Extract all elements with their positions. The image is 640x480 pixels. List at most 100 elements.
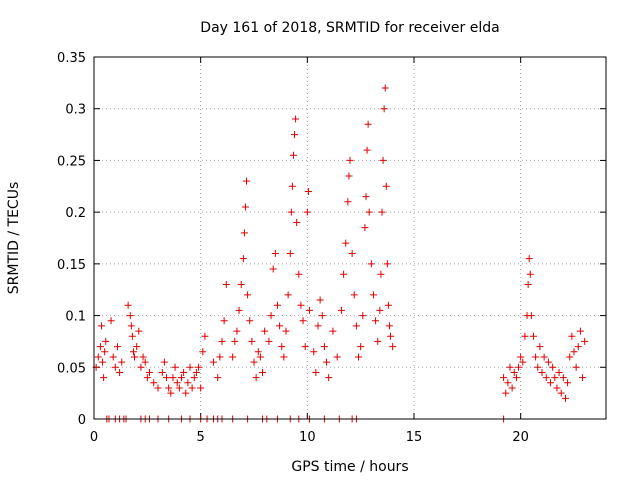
data-point: [376, 306, 384, 314]
data-point: [362, 193, 370, 201]
data-point: [231, 337, 239, 345]
data-point: [289, 151, 297, 159]
data-point: [94, 353, 102, 361]
data-point: [529, 332, 537, 340]
data-point: [500, 374, 508, 382]
data-point: [244, 291, 252, 299]
data-point: [209, 358, 217, 366]
data-point: [337, 306, 345, 314]
data-point: [126, 312, 134, 320]
data-point: [282, 327, 290, 335]
data-point: [301, 343, 309, 351]
data-point: [378, 208, 386, 216]
data-point: [527, 312, 535, 320]
data-point: [323, 358, 331, 366]
data-point: [273, 301, 281, 309]
data-point: [124, 301, 132, 309]
data-point: [254, 348, 262, 356]
data-point: [240, 229, 248, 237]
data-point: [502, 389, 510, 397]
data-point: [574, 343, 582, 351]
data-point: [237, 281, 245, 289]
data-point: [519, 358, 527, 366]
data-point: [163, 374, 171, 382]
x-tick-label: 20: [512, 430, 529, 445]
data-point: [229, 353, 237, 361]
data-point: [536, 343, 544, 351]
data-point: [344, 198, 352, 206]
data-point: [177, 374, 185, 382]
data-point: [342, 239, 350, 247]
data-point: [544, 358, 552, 366]
data-point: [276, 322, 284, 330]
data-point: [549, 363, 557, 371]
y-tick-label: 0.25: [57, 154, 86, 169]
data-point: [118, 358, 126, 366]
data-point: [572, 363, 580, 371]
data-point: [382, 182, 390, 190]
y-tick-label: 0: [78, 413, 86, 428]
data-point: [286, 250, 294, 258]
data-point: [137, 363, 145, 371]
data-point: [367, 260, 375, 268]
data-point: [293, 218, 301, 226]
data-point: [525, 255, 533, 263]
data-point: [97, 322, 105, 330]
data-point: [129, 348, 137, 356]
data-point: [561, 394, 569, 402]
data-point: [128, 332, 136, 340]
data-point: [192, 368, 200, 376]
x-tick-label: 5: [197, 430, 205, 445]
data-point: [99, 358, 107, 366]
data-point: [233, 327, 241, 335]
data-point: [173, 379, 181, 387]
data-point: [379, 156, 387, 164]
data-point: [127, 322, 135, 330]
data-point: [346, 156, 354, 164]
data-point: [380, 105, 388, 113]
data-point: [241, 203, 249, 211]
data-point: [190, 374, 198, 382]
y-tick-label: 0.35: [57, 51, 86, 66]
data-point: [320, 343, 328, 351]
data-point: [515, 363, 523, 371]
data-point: [284, 291, 292, 299]
data-point: [292, 115, 300, 123]
data-point: [197, 384, 205, 392]
data-point: [310, 348, 318, 356]
data-point: [312, 368, 320, 376]
data-point: [384, 301, 392, 309]
data-point: [365, 208, 373, 216]
data-point: [235, 306, 243, 314]
data-point: [305, 306, 313, 314]
data-point: [182, 389, 190, 397]
data-point: [521, 332, 529, 340]
data-point: [107, 317, 115, 325]
data-point: [288, 182, 296, 190]
data-point: [139, 353, 147, 361]
y-tick-label: 0.2: [65, 206, 86, 221]
data-point: [517, 353, 525, 361]
data-point: [512, 374, 520, 382]
data-point: [265, 337, 273, 345]
data-point: [109, 353, 117, 361]
data-point: [524, 281, 532, 289]
data-point: [506, 363, 514, 371]
data-point: [329, 327, 337, 335]
data-point: [246, 317, 254, 325]
data-point: [169, 374, 177, 382]
data-point: [167, 389, 175, 397]
data-point: [252, 374, 260, 382]
data-point: [369, 291, 377, 299]
data-point: [389, 343, 397, 351]
data-point: [222, 281, 230, 289]
data-point: [259, 368, 267, 376]
data-point: [111, 363, 119, 371]
data-point: [303, 208, 311, 216]
chart-title: Day 161 of 2018, SRMTID for receiver eld…: [200, 20, 499, 36]
data-point: [239, 255, 247, 263]
plot-frame: [93, 56, 607, 420]
data-point: [218, 337, 226, 345]
data-point: [568, 332, 576, 340]
